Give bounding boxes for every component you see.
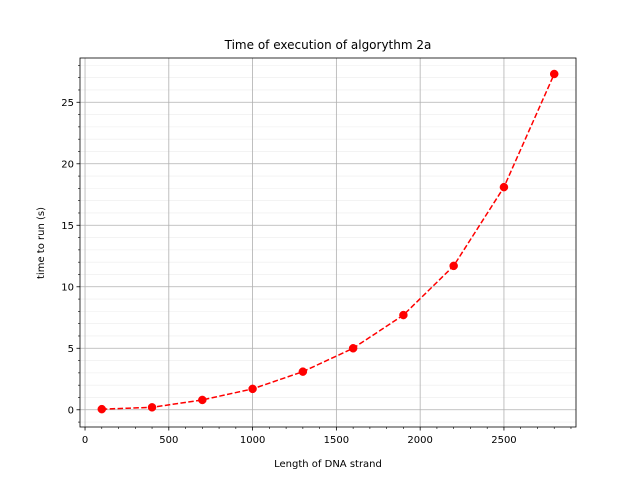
data-point — [299, 368, 307, 376]
data-point — [500, 183, 508, 191]
x-axis-label: Length of DNA strand — [274, 459, 382, 470]
x-tick-label: 0 — [82, 435, 88, 446]
data-point — [148, 403, 156, 411]
data-point — [249, 385, 257, 393]
y-tick-label: 0 — [68, 405, 74, 416]
y-tick-label: 10 — [61, 282, 74, 293]
data-point — [349, 344, 357, 352]
y-tick-label: 5 — [68, 344, 74, 355]
x-tick-label: 1500 — [324, 435, 349, 446]
x-tick-label: 2000 — [407, 435, 432, 446]
y-tick-label: 25 — [61, 98, 74, 109]
data-point — [198, 396, 206, 404]
data-point — [399, 311, 407, 319]
data-point — [450, 262, 458, 270]
chart-title: Time of execution of algorythm 2a — [224, 38, 432, 52]
y-tick-label: 15 — [61, 221, 74, 232]
x-tick-label: 1000 — [240, 435, 265, 446]
data-point — [550, 70, 558, 78]
y-axis-label: time to run (s) — [36, 207, 47, 279]
x-tick-label: 2500 — [491, 435, 516, 446]
x-tick-label: 500 — [159, 435, 178, 446]
data-point — [98, 405, 106, 413]
y-tick-label: 20 — [61, 159, 74, 170]
